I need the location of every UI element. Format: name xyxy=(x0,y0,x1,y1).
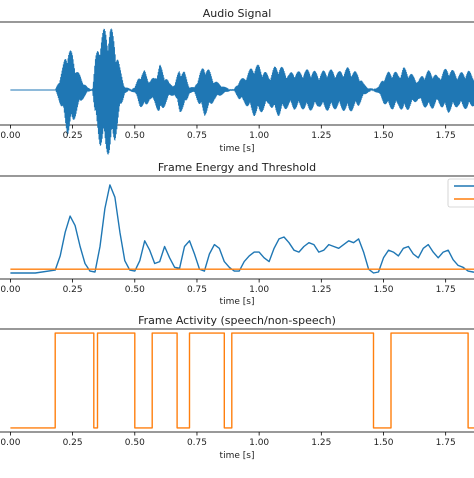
chart-title: Frame Activity (speech/non-speech) xyxy=(138,314,336,327)
chart-title: Audio Signal xyxy=(203,7,272,20)
x-tick-label: 0.00 xyxy=(0,285,20,295)
x-tick-label: 1.75 xyxy=(436,438,456,448)
audio-signal-panel: Audio Signal 0.00 0.25 0.50 0.75 1.00 1.25 1.5… xyxy=(0,7,474,155)
x-tick-label: 1.00 xyxy=(249,285,269,295)
x-axis-ticks: 0.00 0.25 0.50 0.75 1.00 1.25 1.50 1.75 xyxy=(0,125,456,141)
activity-series xyxy=(10,332,474,429)
x-axis-ticks: 0.00 0.25 0.50 0.75 1.00 1.25 1.50 1.75 xyxy=(0,279,456,295)
chart-title: Frame Energy and Threshold xyxy=(158,161,316,174)
plot-area xyxy=(10,28,474,155)
x-tick-label: 0.00 xyxy=(0,438,20,448)
x-tick-label: 1.75 xyxy=(436,131,456,141)
x-tick-label: 0.75 xyxy=(187,131,207,141)
x-tick-label: 0.25 xyxy=(63,285,83,295)
x-tick-label: 1.50 xyxy=(373,131,393,141)
x-tick-label: 0.75 xyxy=(187,438,207,448)
energy-series xyxy=(10,184,474,274)
frame-activity-panel: Frame Activity (speech/non-speech) 0.00 0… xyxy=(0,314,474,461)
x-tick-label: 0.50 xyxy=(125,438,145,448)
legend xyxy=(447,178,474,208)
x-tick-label: 0.50 xyxy=(125,131,145,141)
x-tick-label: 1.25 xyxy=(311,131,331,141)
x-axis-label: time [s] xyxy=(220,297,255,307)
plot-area xyxy=(10,184,474,274)
x-tick-label: 1.00 xyxy=(249,131,269,141)
x-axis-label: time [s] xyxy=(220,144,255,154)
frame-energy-panel: Frame Energy and Threshold 0.00 0.25 0.50 0… xyxy=(0,161,474,307)
plot-frame xyxy=(0,328,474,433)
x-tick-label: 0.25 xyxy=(63,131,83,141)
legend-box xyxy=(447,178,474,208)
x-tick-label: 1.25 xyxy=(311,438,331,448)
x-tick-label: 0.25 xyxy=(63,438,83,448)
x-tick-label: 1.50 xyxy=(373,438,393,448)
x-tick-label: 0.75 xyxy=(187,285,207,295)
plot-frame xyxy=(0,175,474,280)
x-tick-label: 1.75 xyxy=(436,285,456,295)
plot-area xyxy=(10,332,474,429)
plot-frame xyxy=(0,21,474,126)
x-tick-label: 0.50 xyxy=(125,285,145,295)
x-axis-ticks: 0.00 0.25 0.50 0.75 1.00 1.25 1.50 1.75 xyxy=(0,432,456,448)
x-tick-label: 1.00 xyxy=(249,438,269,448)
x-axis-label: time [s] xyxy=(220,451,255,461)
waveform-series xyxy=(10,28,474,155)
x-tick-label: 1.25 xyxy=(311,285,331,295)
x-tick-label: 0.00 xyxy=(0,131,20,141)
x-tick-label: 1.50 xyxy=(373,285,393,295)
